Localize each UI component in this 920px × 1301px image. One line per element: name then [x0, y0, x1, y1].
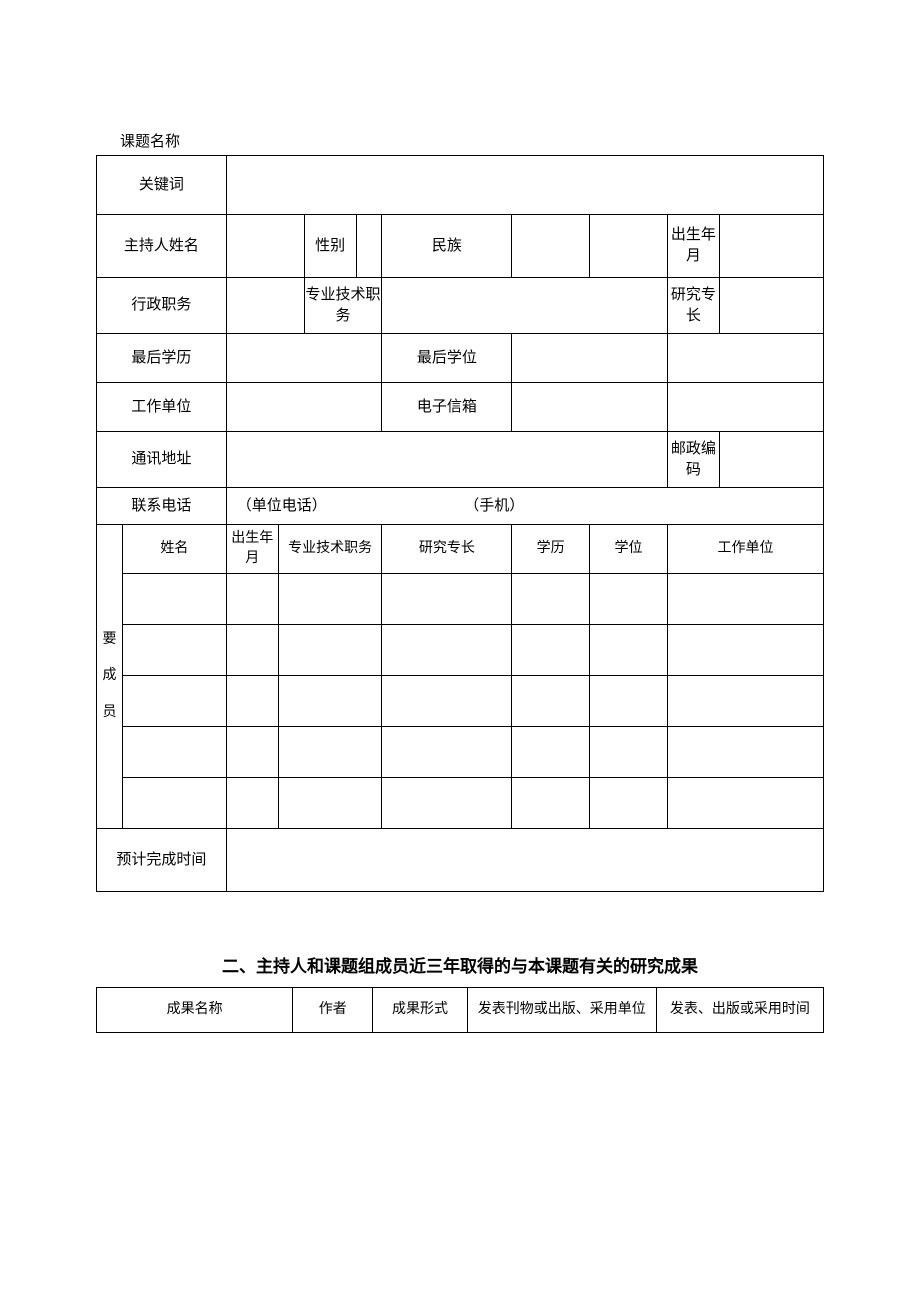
row-work: 工作单位 电子信箱 — [97, 383, 824, 432]
results-col-author: 作者 — [293, 988, 373, 1033]
results-header-row: 成果名称 作者 成果形式 发表刊物或出版、采用单位 发表、出版或采用时间 — [97, 988, 824, 1033]
members-row-5 — [97, 778, 824, 829]
expected-completion-value — [226, 829, 823, 892]
members-row-3 — [97, 676, 824, 727]
results-col-publish-unit: 发表刊物或出版、采用单位 — [467, 988, 656, 1033]
final-education-value — [226, 334, 382, 383]
members-col-education: 学历 — [512, 525, 590, 574]
phone-office-paren: （单位电话） — [237, 498, 327, 514]
row-education: 最后学历 最后学位 — [97, 334, 824, 383]
members-col-pro-title: 专业技术职务 — [278, 525, 382, 574]
final-degree-value — [512, 334, 668, 383]
birth-value — [719, 215, 823, 278]
results-col-publish-time: 发表、出版或采用时间 — [656, 988, 823, 1033]
phone-value: （单位电话） （手机） — [226, 488, 823, 525]
address-value — [226, 432, 667, 488]
members-row-1 — [97, 574, 824, 625]
row-keywords: 关键词 — [97, 156, 824, 215]
expected-completion-label: 预计完成时间 — [97, 829, 227, 892]
members-row-4 — [97, 727, 824, 778]
results-col-name: 成果名称 — [97, 988, 293, 1033]
row-expected-completion: 预计完成时间 — [97, 829, 824, 892]
host-name-value — [226, 215, 304, 278]
ethnic-label: 民族 — [382, 215, 512, 278]
results-col-form: 成果形式 — [373, 988, 468, 1033]
gender-value — [356, 215, 382, 278]
section2-heading: 二、主持人和课题组成员近三年取得的与本课题有关的研究成果 — [96, 952, 824, 977]
row-host-name: 主持人姓名 性别 民族 出生年月 — [97, 215, 824, 278]
phone-mobile-paren: （手机） — [464, 498, 524, 514]
work-unit-value — [226, 383, 382, 432]
members-col-name: 姓名 — [122, 525, 226, 574]
email-label: 电子信箱 — [382, 383, 512, 432]
row-admin: 行政职务 专业技术职务 研究专长 — [97, 278, 824, 334]
postal-label: 邮政编码 — [667, 432, 719, 488]
results-table: 成果名称 作者 成果形式 发表刊物或出版、采用单位 发表、出版或采用时间 — [96, 987, 824, 1033]
keywords-label: 关键词 — [97, 156, 227, 215]
members-header-row: 要 成 员 姓名 出生年月 专业技术职务 研究专长 学历 学位 工作单位 — [97, 525, 824, 574]
admin-position-label: 行政职务 — [97, 278, 227, 334]
keywords-value — [226, 156, 823, 215]
pro-title-label: 专业技术职务 — [304, 278, 382, 334]
members-col-degree: 学位 — [590, 525, 668, 574]
specialty-label: 研究专长 — [667, 278, 719, 334]
row-address: 通讯地址 邮政编码 — [97, 432, 824, 488]
row-phone: 联系电话 （单位电话） （手机） — [97, 488, 824, 525]
specialty-value — [719, 278, 823, 334]
email-value — [512, 383, 668, 432]
work-unit-label: 工作单位 — [97, 383, 227, 432]
pro-title-value — [382, 278, 667, 334]
empty-cell — [590, 215, 668, 278]
topic-name-label: 课题名称 — [120, 130, 824, 151]
members-row-2 — [97, 625, 824, 676]
birth-label: 出生年月 — [667, 215, 719, 278]
members-col-birth: 出生年月 — [226, 525, 278, 574]
final-education-label: 最后学历 — [97, 334, 227, 383]
edu-empty — [667, 334, 823, 383]
members-col-work-unit: 工作单位 — [667, 525, 823, 574]
ethnic-value — [512, 215, 590, 278]
address-label: 通讯地址 — [97, 432, 227, 488]
phone-label: 联系电话 — [97, 488, 227, 525]
work-empty — [667, 383, 823, 432]
final-degree-label: 最后学位 — [382, 334, 512, 383]
main-form-table: 关键词 主持人姓名 性别 民族 出生年月 行政职务 专业技术职务 研究专长 最后… — [96, 155, 824, 892]
members-side-label: 要 成 员 — [97, 525, 123, 829]
members-col-specialty: 研究专长 — [382, 525, 512, 574]
admin-position-value — [226, 278, 304, 334]
host-name-label: 主持人姓名 — [97, 215, 227, 278]
gender-label: 性别 — [304, 215, 356, 278]
postal-value — [719, 432, 823, 488]
